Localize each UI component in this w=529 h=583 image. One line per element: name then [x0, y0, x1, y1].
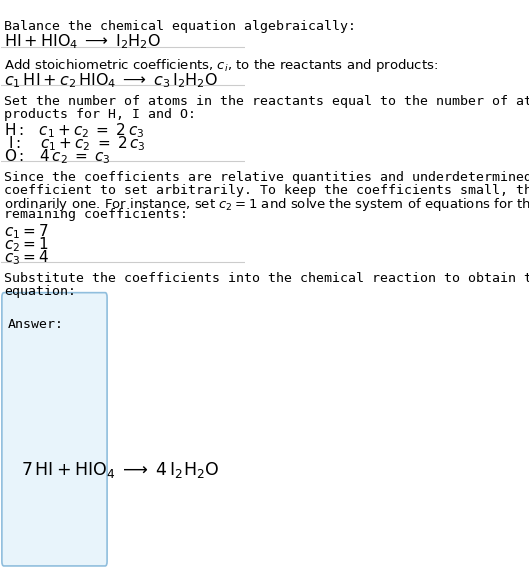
Text: Add stoichiometric coefficients, $c_i$, to the reactants and products:: Add stoichiometric coefficients, $c_i$, …: [4, 57, 438, 74]
Text: $7\,\mathrm{HI} + \mathrm{HIO_4} \;\longrightarrow\; 4\,\mathrm{I_2H_2O}$: $7\,\mathrm{HI} + \mathrm{HIO_4} \;\long…: [21, 460, 220, 480]
Text: $c_3 = 4$: $c_3 = 4$: [4, 248, 49, 266]
Text: Answer:: Answer:: [8, 318, 64, 331]
Text: coefficient to set arbitrarily. To keep the coefficients small, the arbitrary va: coefficient to set arbitrarily. To keep …: [4, 184, 529, 196]
Text: $\mathrm{H:}\;\;\; c_1 + c_2 \;=\; 2\,c_3$: $\mathrm{H:}\;\;\; c_1 + c_2 \;=\; 2\,c_…: [4, 121, 144, 140]
Text: equation:: equation:: [4, 285, 76, 297]
Text: $\mathrm{I:}\;\;\;\; c_1 + c_2 \;=\; 2\,c_3$: $\mathrm{I:}\;\;\;\; c_1 + c_2 \;=\; 2\,…: [8, 134, 145, 153]
Text: $c_2 = 1$: $c_2 = 1$: [4, 235, 49, 254]
Text: Set the number of atoms in the reactants equal to the number of atoms in the: Set the number of atoms in the reactants…: [4, 96, 529, 108]
Text: Substitute the coefficients into the chemical reaction to obtain the balanced: Substitute the coefficients into the che…: [4, 272, 529, 285]
Text: $\mathrm{O:}\;\;\; 4\,c_2 \;=\; c_3$: $\mathrm{O:}\;\;\; 4\,c_2 \;=\; c_3$: [4, 147, 111, 166]
Text: ordinarily one. For instance, set $c_2 = 1$ and solve the system of equations fo: ordinarily one. For instance, set $c_2 =…: [4, 196, 529, 213]
Text: Since the coefficients are relative quantities and underdetermined, choose a: Since the coefficients are relative quan…: [4, 171, 529, 184]
Text: products for H, I and O:: products for H, I and O:: [4, 108, 196, 121]
FancyBboxPatch shape: [2, 293, 107, 566]
Text: $\mathrm{HI + HIO_4 \;\longrightarrow\; I_2H_2O}$: $\mathrm{HI + HIO_4 \;\longrightarrow\; …: [4, 33, 161, 51]
Text: $c_1\,\mathrm{HI} + c_2\,\mathrm{HIO_4} \;\longrightarrow\; c_3\,\mathrm{I_2H_2O: $c_1\,\mathrm{HI} + c_2\,\mathrm{HIO_4} …: [4, 71, 218, 90]
Text: $c_1 = 7$: $c_1 = 7$: [4, 223, 49, 241]
Text: remaining coefficients:: remaining coefficients:: [4, 208, 188, 221]
Text: Balance the chemical equation algebraically:: Balance the chemical equation algebraica…: [4, 20, 356, 33]
